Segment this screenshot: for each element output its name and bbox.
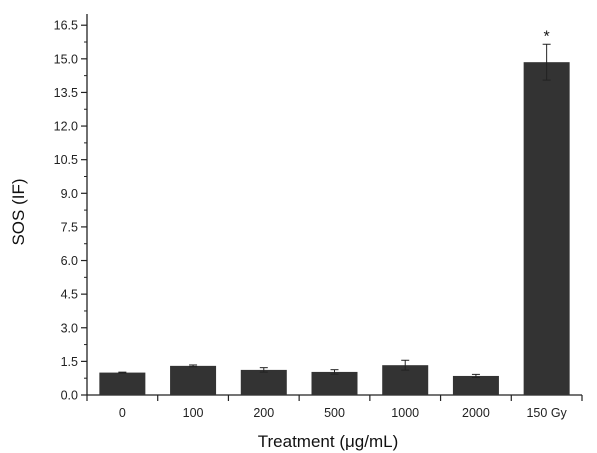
- x-tick-label: 150 Gy: [526, 406, 567, 420]
- significance-marker: *: [544, 28, 550, 45]
- y-tick-label: 7.5: [61, 220, 78, 234]
- x-tick-label: 0: [119, 406, 126, 420]
- y-tick-label: 4.5: [61, 288, 78, 302]
- bar: [523, 62, 570, 395]
- error-bar: [189, 364, 198, 368]
- error-bars: [118, 43, 551, 379]
- x-tick-label: 200: [253, 406, 274, 420]
- x-tick-label: 100: [183, 406, 204, 420]
- y-axis-ticks: 0.0 1.5 3.0 4.5 6.0 7.5 9.0 10.5 12.0 13.5 15.0 16.…: [54, 19, 87, 403]
- bar: [311, 371, 358, 395]
- y-tick-label: 1.5: [61, 355, 78, 369]
- x-tick-label: 1000: [391, 406, 419, 420]
- y-tick-label: 3.0: [61, 321, 78, 335]
- y-tick-label: 0.0: [61, 389, 78, 403]
- error-bar: [259, 367, 268, 373]
- x-tick-label: 2000: [462, 406, 490, 420]
- error-bar: [330, 369, 339, 375]
- error-bar: [118, 371, 127, 374]
- y-axis-title: SOS (IF): [9, 178, 28, 245]
- y-tick-label: 15.0: [54, 52, 78, 66]
- error-bar: [542, 43, 551, 81]
- bar: [99, 372, 146, 395]
- bar: [170, 365, 217, 395]
- y-tick-label: 9.0: [61, 187, 78, 201]
- error-bar: [471, 373, 480, 379]
- x-tick-label: 500: [324, 406, 345, 420]
- y-tick-label: 10.5: [54, 153, 78, 167]
- y-tick-label: 16.5: [54, 19, 78, 33]
- y-tick-label: 12.0: [54, 120, 78, 134]
- x-axis-title: Treatment (μg/mL): [258, 432, 398, 451]
- bar: [452, 375, 499, 395]
- bars: [99, 62, 570, 395]
- y-tick-label: 6.0: [61, 254, 78, 268]
- y-tick-label: 13.5: [54, 86, 78, 100]
- bar: [240, 369, 287, 395]
- annotations: *: [544, 28, 550, 45]
- x-axis-ticks: 0 100 200 500 1000 2000 150 Gy: [86, 395, 583, 420]
- error-bar: [401, 359, 410, 371]
